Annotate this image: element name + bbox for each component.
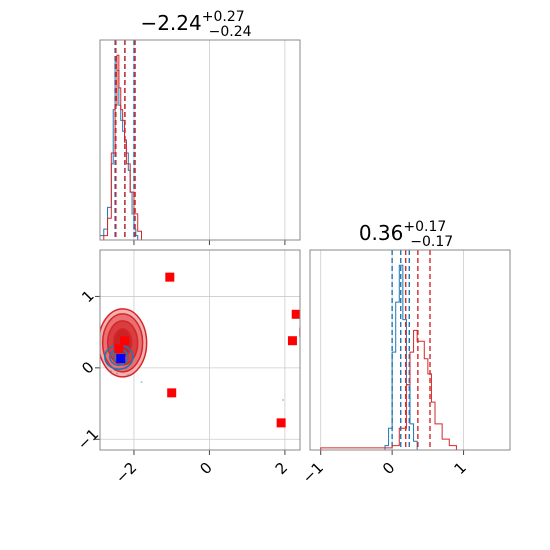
hist-frame: [99, 39, 301, 241]
top-panel-title: −2.24+0.27 −0.24: [140, 9, 251, 40]
x-tick-label: 2: [272, 459, 291, 478]
sample-point: [140, 381, 143, 384]
x-tick-label: −1: [299, 459, 327, 487]
red-marker: [114, 344, 124, 354]
y-tick-label: 1: [78, 287, 97, 306]
x-tick-label: 0: [379, 459, 398, 478]
blue-marker: [116, 354, 126, 364]
title-upper-error: +0.17: [403, 219, 446, 235]
red-marker: [165, 272, 175, 282]
y-tick-label: 0: [78, 358, 97, 377]
histogram-panel-right: −1 0 1: [299, 249, 511, 487]
red-marker: [287, 336, 297, 346]
hist-series-1: [320, 329, 460, 451]
sample-point: [125, 366, 128, 369]
sample-point: [112, 352, 115, 355]
sample-point: [282, 399, 285, 401]
scatter-panel: −2 0 2 −1 0 1: [74, 249, 301, 487]
hist-series-0: [99, 61, 139, 240]
title-upper-error: +0.27: [202, 9, 245, 25]
hist-frame: [309, 249, 511, 451]
red-marker: [120, 336, 130, 346]
red-marker: [276, 418, 286, 428]
x-tick-label: 1: [450, 459, 469, 478]
sample-point: [127, 374, 130, 376]
x-tick-label: −2: [112, 459, 140, 487]
hist-series-1: [103, 54, 144, 241]
red-marker: [299, 327, 300, 337]
sample-point: [115, 372, 118, 375]
scatter-plot-area: [100, 272, 300, 428]
title-lower-error: −0.24: [209, 24, 252, 40]
y-tick-label: −1: [74, 425, 102, 453]
title-value: −2.24: [140, 11, 201, 35]
histogram-panel-top: [99, 39, 301, 245]
right-panel-title: 0.36+0.17 −0.17: [359, 219, 453, 250]
title-lower-error: −0.17: [410, 234, 453, 250]
x-tick-label: 0: [196, 459, 215, 478]
red-marker: [167, 388, 177, 398]
scatter-frame: [99, 249, 301, 451]
sample-point: [110, 370, 113, 373]
red-marker: [291, 309, 300, 319]
sample-point: [106, 363, 109, 366]
title-value: 0.36: [359, 221, 404, 245]
hist-series-0: [384, 264, 421, 451]
